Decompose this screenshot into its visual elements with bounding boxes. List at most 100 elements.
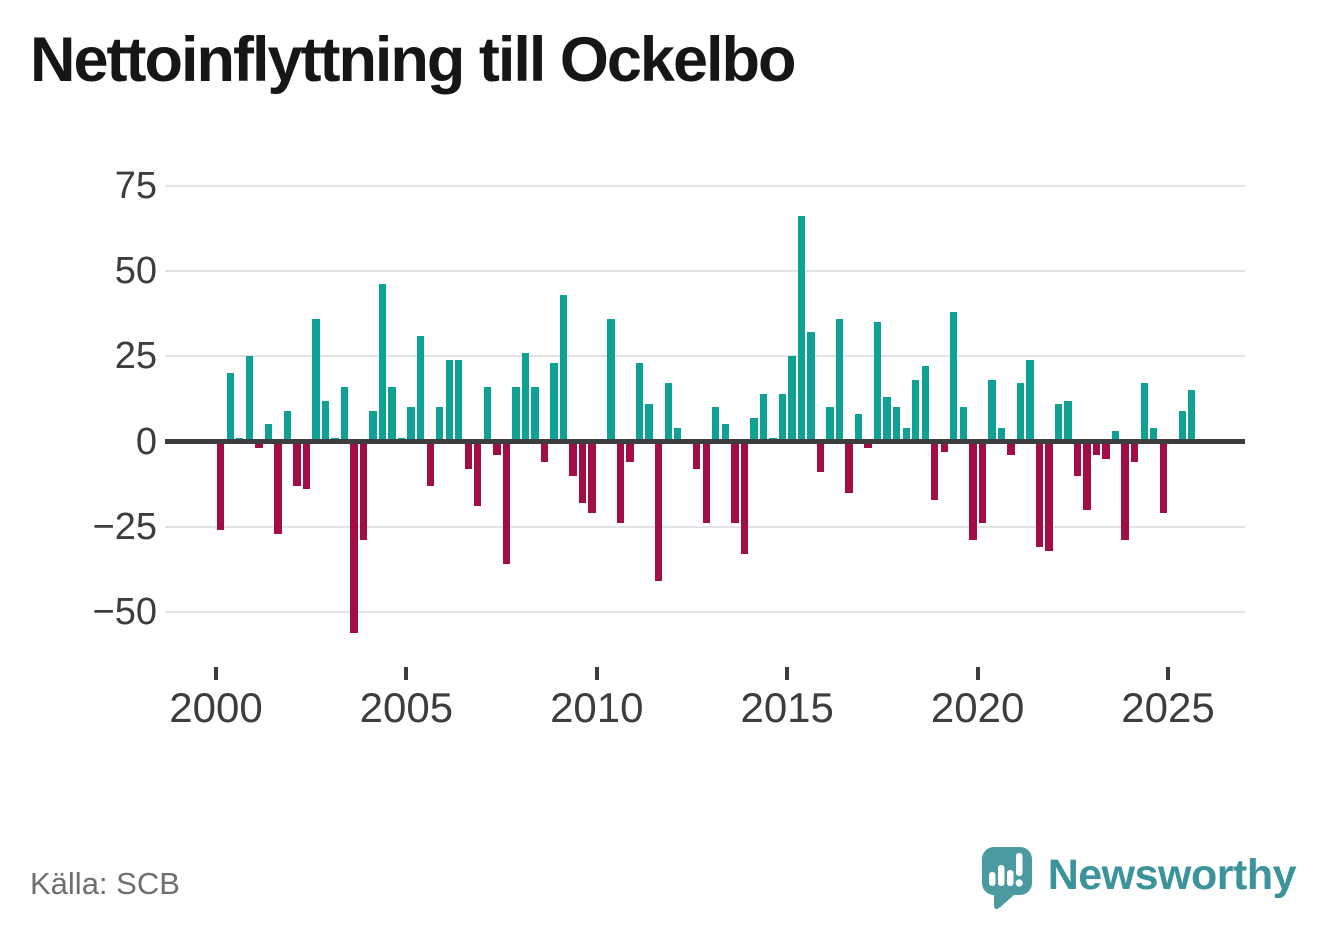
newsworthy-logo: Newsworthy (980, 845, 1297, 913)
bar-positive (712, 407, 720, 442)
bar-positive (635, 362, 644, 442)
gridline (165, 611, 1245, 614)
bar-negative (1073, 441, 1082, 476)
bar-positive (378, 284, 387, 442)
bar-negative (1007, 441, 1015, 456)
y-axis-tick-label: −25 (92, 505, 157, 548)
bar-negative (255, 441, 263, 449)
bar-negative (845, 441, 853, 493)
bar-positive (369, 410, 377, 442)
bar-positive (388, 386, 396, 442)
y-axis-tick-label: 75 (114, 164, 157, 207)
bar-negative (1092, 441, 1101, 456)
gridline (165, 184, 1245, 187)
newsworthy-bubble-chart-icon (981, 847, 1032, 910)
bar-positive (674, 427, 682, 442)
bar-negative (1102, 441, 1110, 459)
bar-negative (816, 441, 825, 473)
bar-positive (835, 318, 844, 442)
x-axis-tick (1166, 667, 1170, 680)
bar-positive (283, 410, 292, 442)
bar-positive (854, 414, 863, 442)
bar-positive (759, 393, 768, 442)
bar-positive (988, 380, 996, 442)
bar-positive (1054, 403, 1063, 442)
bar-positive (550, 362, 558, 442)
bar-negative (493, 441, 501, 456)
bar-negative (978, 441, 987, 524)
bar-negative (426, 441, 434, 486)
bar-positive (1150, 427, 1158, 442)
bar-negative (302, 441, 311, 490)
x-axis-tick (214, 667, 218, 680)
bar-negative (931, 441, 939, 500)
zero-line (165, 439, 1245, 444)
bar-negative (864, 441, 872, 449)
bar-negative (969, 441, 977, 541)
bar-positive (997, 427, 1006, 442)
y-axis-tick-label: −50 (92, 591, 157, 634)
bar-negative (474, 441, 482, 507)
bar-negative (626, 441, 634, 462)
bar-positive (1188, 390, 1196, 442)
bar-positive (778, 393, 787, 442)
bar-positive (921, 366, 929, 442)
x-axis-tick (404, 667, 409, 680)
bar-positive (1111, 431, 1120, 442)
x-axis-tick-label: 2020 (930, 684, 1025, 731)
x-axis-tick-label: 2000 (169, 684, 263, 731)
bar-positive (512, 386, 520, 442)
bar-negative (502, 441, 511, 565)
bar-positive (559, 294, 568, 442)
bar-negative (940, 441, 948, 452)
bar-negative (359, 441, 368, 541)
bar-positive (1140, 383, 1148, 442)
y-axis-tick-label: 0 (135, 420, 157, 463)
chart-title: Nettoinflyttning till Ockelbo (30, 25, 796, 95)
y-axis-tick-label: 50 (114, 249, 157, 292)
bar-positive (483, 386, 491, 442)
bar-positive (455, 359, 463, 442)
bar-positive (1026, 359, 1034, 442)
bar-positive (645, 403, 653, 442)
bar-negative (350, 441, 358, 633)
bar-negative (1035, 441, 1044, 548)
bar-positive (826, 407, 834, 442)
bar-negative (464, 441, 472, 469)
bar-positive (892, 407, 901, 442)
bar-positive (407, 407, 415, 442)
bar-positive (664, 383, 672, 442)
bar-positive (340, 386, 349, 442)
bar-negative (588, 441, 596, 514)
bar-negative (1130, 441, 1139, 462)
newsworthy-wordmark: Newsworthy (1047, 851, 1297, 899)
bar-negative (274, 441, 282, 534)
bar-positive (1064, 400, 1072, 442)
bar-positive (264, 424, 273, 442)
bar-positive (1178, 410, 1186, 442)
bar-positive (873, 322, 882, 442)
x-axis-tick-label: 2025 (1121, 684, 1215, 731)
bar-negative (1121, 441, 1129, 541)
bar-positive (445, 359, 453, 442)
x-axis-tick (785, 667, 790, 680)
bar-positive (1016, 383, 1025, 442)
bar-positive (721, 424, 729, 442)
x-axis-tick-label: 2010 (550, 684, 644, 731)
bar-positive (750, 417, 758, 442)
bar-negative (693, 441, 701, 469)
bar-negative (702, 441, 710, 524)
bar-positive (912, 380, 920, 442)
bar-negative (654, 441, 663, 582)
y-axis-tick-label: 25 (114, 335, 157, 378)
x-axis-tick (594, 667, 599, 680)
x-axis-tick (975, 667, 980, 680)
bar-positive (788, 356, 796, 442)
bar-positive (531, 386, 539, 442)
gridline (165, 525, 1245, 528)
bar-negative (578, 441, 587, 503)
bar-positive (416, 335, 425, 442)
bar-positive (607, 318, 615, 442)
bar-negative (217, 441, 225, 531)
bar-positive (321, 400, 330, 442)
